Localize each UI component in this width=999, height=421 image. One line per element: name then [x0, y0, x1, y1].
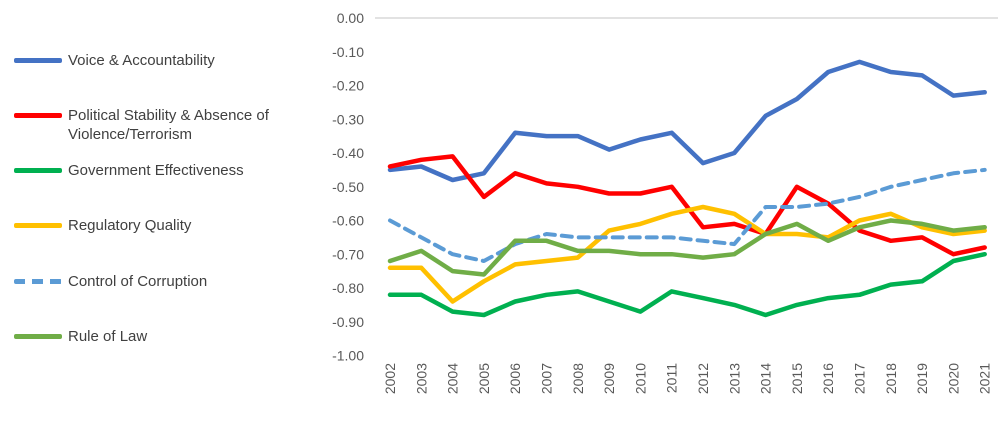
x-axis-tick-label-2017: 2017 [852, 363, 868, 394]
x-axis-tick-label-2005: 2005 [476, 363, 492, 394]
x-axis-tick-label-2020: 2020 [945, 363, 961, 394]
x-axis-tick-label-2002: 2002 [382, 363, 398, 394]
legend-label: Voice & Accountability [68, 52, 215, 69]
legend-label: Regulatory Quality [68, 217, 192, 234]
x-axis-tick-label-2018: 2018 [883, 363, 899, 394]
line-swatch-political-stability-absence-of-violence-terrorism [14, 113, 62, 118]
legend-label: Political Stability & Absence of Violenc… [68, 107, 269, 143]
x-axis-tick-label-2016: 2016 [820, 363, 836, 394]
line-swatch-government-effectiveness [14, 168, 62, 173]
chart-legend: Voice & Accountability Political Stabilit… [0, 0, 330, 421]
x-axis-tick-label-2004: 2004 [445, 363, 461, 394]
series-line-political-stability-absence-of-violence-terrorism [387, 154, 987, 257]
legend-item-control-of-corruption: Control of Corruption [14, 272, 324, 291]
y-axis-tick-label: -0.40 [332, 145, 364, 161]
legend-label: Government Effectiveness [68, 162, 244, 179]
x-axis-tick-label-2010: 2010 [632, 363, 648, 394]
y-axis-tick-label: -0.10 [332, 44, 364, 60]
x-axis-tick-label-2007: 2007 [539, 363, 555, 394]
series-line-control-of-corruption [388, 167, 987, 263]
x-axis-tick-label-2009: 2009 [601, 363, 617, 394]
y-axis-tick-label: -0.90 [332, 314, 364, 330]
y-axis-tick-label: -0.50 [332, 179, 364, 195]
y-axis-tick-label: -0.60 [332, 213, 364, 229]
dashed-line-swatch-control-of-corruption [14, 279, 62, 284]
line-swatch-rule-of-law [14, 334, 62, 339]
y-axis-tick-label: 0.00 [337, 10, 364, 26]
legend-item-regulatory-quality: Regulatory Quality [14, 216, 324, 235]
legend-item-voice-accountability: Voice & Accountability [14, 51, 324, 70]
series-line-regulatory-quality [387, 204, 987, 304]
legend-label: Rule of Law [68, 328, 148, 345]
series-line-government-effectiveness [387, 251, 987, 318]
x-axis-tick-label-2003: 2003 [413, 363, 429, 394]
line-swatch-voice-accountability [14, 58, 62, 63]
x-axis-tick-label-2008: 2008 [570, 363, 586, 394]
x-axis-tick-label-2013: 2013 [726, 363, 742, 394]
x-axis-tick-label-2015: 2015 [789, 363, 805, 394]
legend-label: Control of Corruption [68, 273, 208, 290]
y-axis-tick-label: -0.30 [332, 111, 364, 127]
legend-item-rule-of-law: Rule of Law [14, 327, 324, 346]
y-axis-tick-label: -0.70 [332, 246, 364, 262]
y-axis-tick-label: -1.00 [332, 348, 364, 364]
legend-item-political-stability-absence-of-violence-terrorism: Political Stability & Absence of Violenc… [14, 106, 324, 144]
x-axis-tick-label-2012: 2012 [695, 363, 711, 394]
x-axis-tick-label-2021: 2021 [977, 363, 993, 394]
series-line-rule-of-law [387, 218, 987, 277]
line-swatch-regulatory-quality [14, 223, 62, 228]
x-axis-tick-label-2006: 2006 [507, 363, 523, 394]
x-axis-tick-label-2011: 2011 [664, 363, 680, 393]
series-line-voice-accountability [387, 59, 987, 183]
y-axis-tick-label: -0.80 [332, 280, 364, 296]
x-axis-tick-label-2014: 2014 [758, 363, 774, 394]
y-axis-tick-label: -0.20 [332, 78, 364, 94]
legend-item-government-effectiveness: Government Effectiveness [14, 161, 324, 180]
x-axis-tick-label-2019: 2019 [914, 363, 930, 394]
